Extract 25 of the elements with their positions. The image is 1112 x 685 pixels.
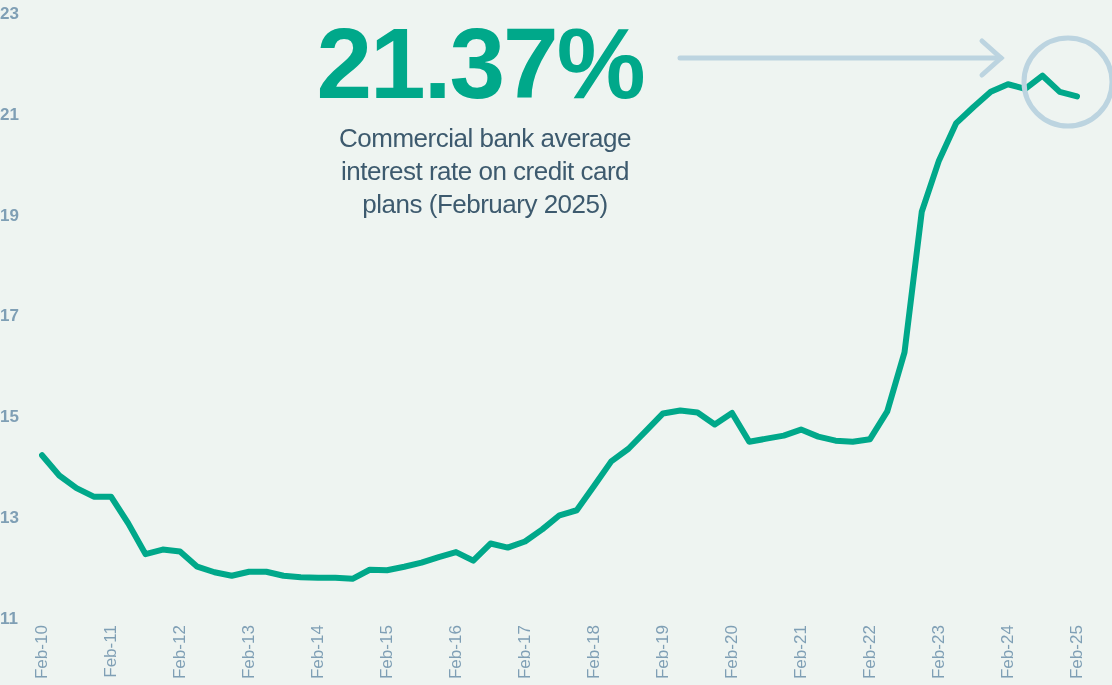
x-tick-label: Feb-15: [376, 625, 396, 680]
x-tick-label: Feb-17: [514, 625, 534, 680]
x-tick-label: Feb-19: [652, 625, 672, 680]
x-tick-label: Feb-21: [790, 625, 810, 680]
x-tick-label: Feb-16: [445, 625, 465, 680]
y-tick-label: 15: [0, 407, 19, 427]
annotation: Commercial bank average interest rate on credit card plans (February 2025): [338, 122, 632, 221]
x-tick-label: Feb-25: [1066, 625, 1086, 680]
x-tick-label: Feb-14: [307, 625, 327, 680]
y-tick-label: 11: [0, 608, 18, 628]
x-tick-label: Feb-12: [169, 625, 189, 680]
annotation: 21.37%: [315, 7, 645, 119]
x-tick-label: Feb-13: [238, 625, 258, 680]
x-tick-label: Feb-10: [31, 625, 51, 680]
x-tick-label: Feb-24: [997, 625, 1017, 680]
x-tick-label: Feb-20: [721, 625, 741, 680]
y-tick-label: 19: [0, 205, 19, 225]
x-tick-label: Feb-23: [928, 625, 948, 680]
x-tick-label: Feb-18: [583, 625, 603, 680]
x-tick-label: Feb-11: [100, 625, 120, 678]
y-tick-label: 21: [0, 104, 19, 124]
y-tick-label: 17: [0, 306, 19, 326]
y-tick-label: 13: [0, 508, 19, 527]
x-tick-label: Feb-22: [859, 625, 879, 680]
y-tick-label: 23: [0, 3, 19, 23]
